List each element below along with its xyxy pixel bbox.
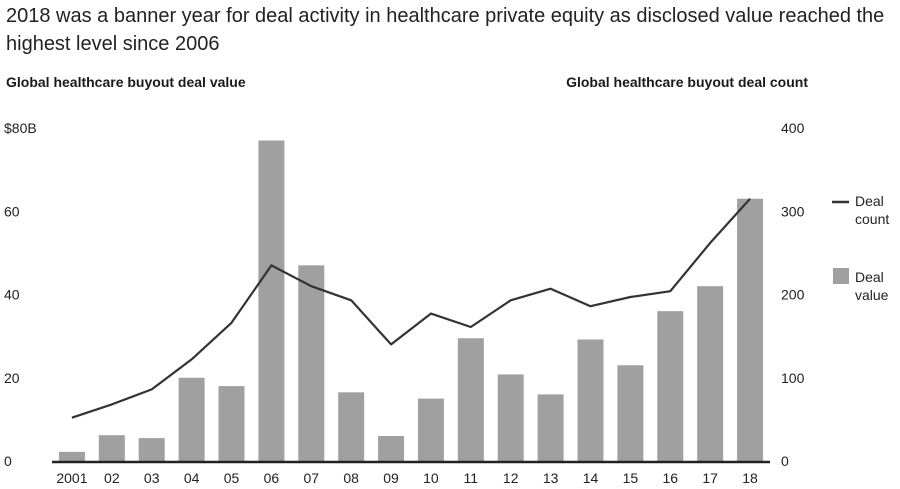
x-tick-label: 13 [543, 470, 559, 486]
legend-label-line1: Deal [855, 193, 884, 209]
bar-deal-value [737, 198, 764, 461]
x-tick-label: 17 [702, 470, 718, 486]
x-tick-label: 02 [104, 470, 120, 486]
legend-bar-swatch [833, 268, 849, 284]
right-tick-label: 0 [781, 453, 789, 469]
x-tick-label: 03 [144, 470, 160, 486]
x-tick-label: 12 [503, 470, 519, 486]
x-tick-label: 04 [184, 470, 200, 486]
bar-deal-value [457, 338, 484, 461]
bar-deal-value [577, 339, 604, 461]
left-tick-label: 0 [4, 453, 12, 469]
x-tick-label: 11 [464, 470, 479, 486]
bar-deal-value [98, 435, 125, 461]
x-tick-label: 05 [224, 470, 240, 486]
x-tick-label: 2001 [56, 470, 87, 486]
bar-deal-value [657, 311, 684, 461]
bar-deal-value [178, 377, 205, 461]
bar-deal-value [138, 438, 165, 461]
x-tick-label: 15 [623, 470, 639, 486]
bar-deal-value [378, 436, 405, 461]
legend-label-line2: count [855, 211, 889, 227]
x-tick-label: 18 [742, 470, 758, 486]
right-axis-title: Global healthcare buyout deal count [566, 74, 808, 90]
right-tick-label: 200 [781, 287, 805, 303]
bar-deal-value [497, 374, 524, 461]
bar-deal-value [537, 394, 564, 461]
right-tick-label: 400 [781, 120, 805, 136]
x-tick-label: 14 [583, 470, 599, 486]
right-tick-label: 300 [781, 203, 805, 219]
left-tick-label: 20 [4, 370, 20, 386]
bar-deal-value [697, 286, 724, 461]
bar-deal-value [58, 451, 85, 461]
line-deal-count [71, 198, 751, 419]
bar-deal-value [298, 265, 325, 461]
x-tick-label: 16 [662, 470, 678, 486]
right-tick-label: 100 [781, 370, 805, 386]
legend-label-line1: Deal [855, 269, 884, 285]
x-tick-label: 09 [383, 470, 399, 486]
left-tick-label: 40 [4, 287, 20, 303]
bar-deal-value [617, 365, 644, 461]
chart-title: 2018 was a banner year for deal activity… [6, 5, 885, 55]
bar-deal-value [417, 398, 444, 461]
x-tick-label: 10 [423, 470, 439, 486]
legend-label-line2: value [855, 287, 889, 303]
left-axis-title: Global healthcare buyout deal value [6, 74, 246, 90]
bar-deal-value [218, 386, 245, 461]
x-tick-label: 07 [303, 470, 319, 486]
left-tick-label: 60 [4, 203, 20, 219]
bar-deal-value [258, 140, 285, 462]
left-tick-label: $80B [4, 120, 37, 136]
bar-deal-value [338, 392, 365, 461]
x-tick-label: 06 [264, 470, 280, 486]
x-tick-label: 08 [343, 470, 359, 486]
